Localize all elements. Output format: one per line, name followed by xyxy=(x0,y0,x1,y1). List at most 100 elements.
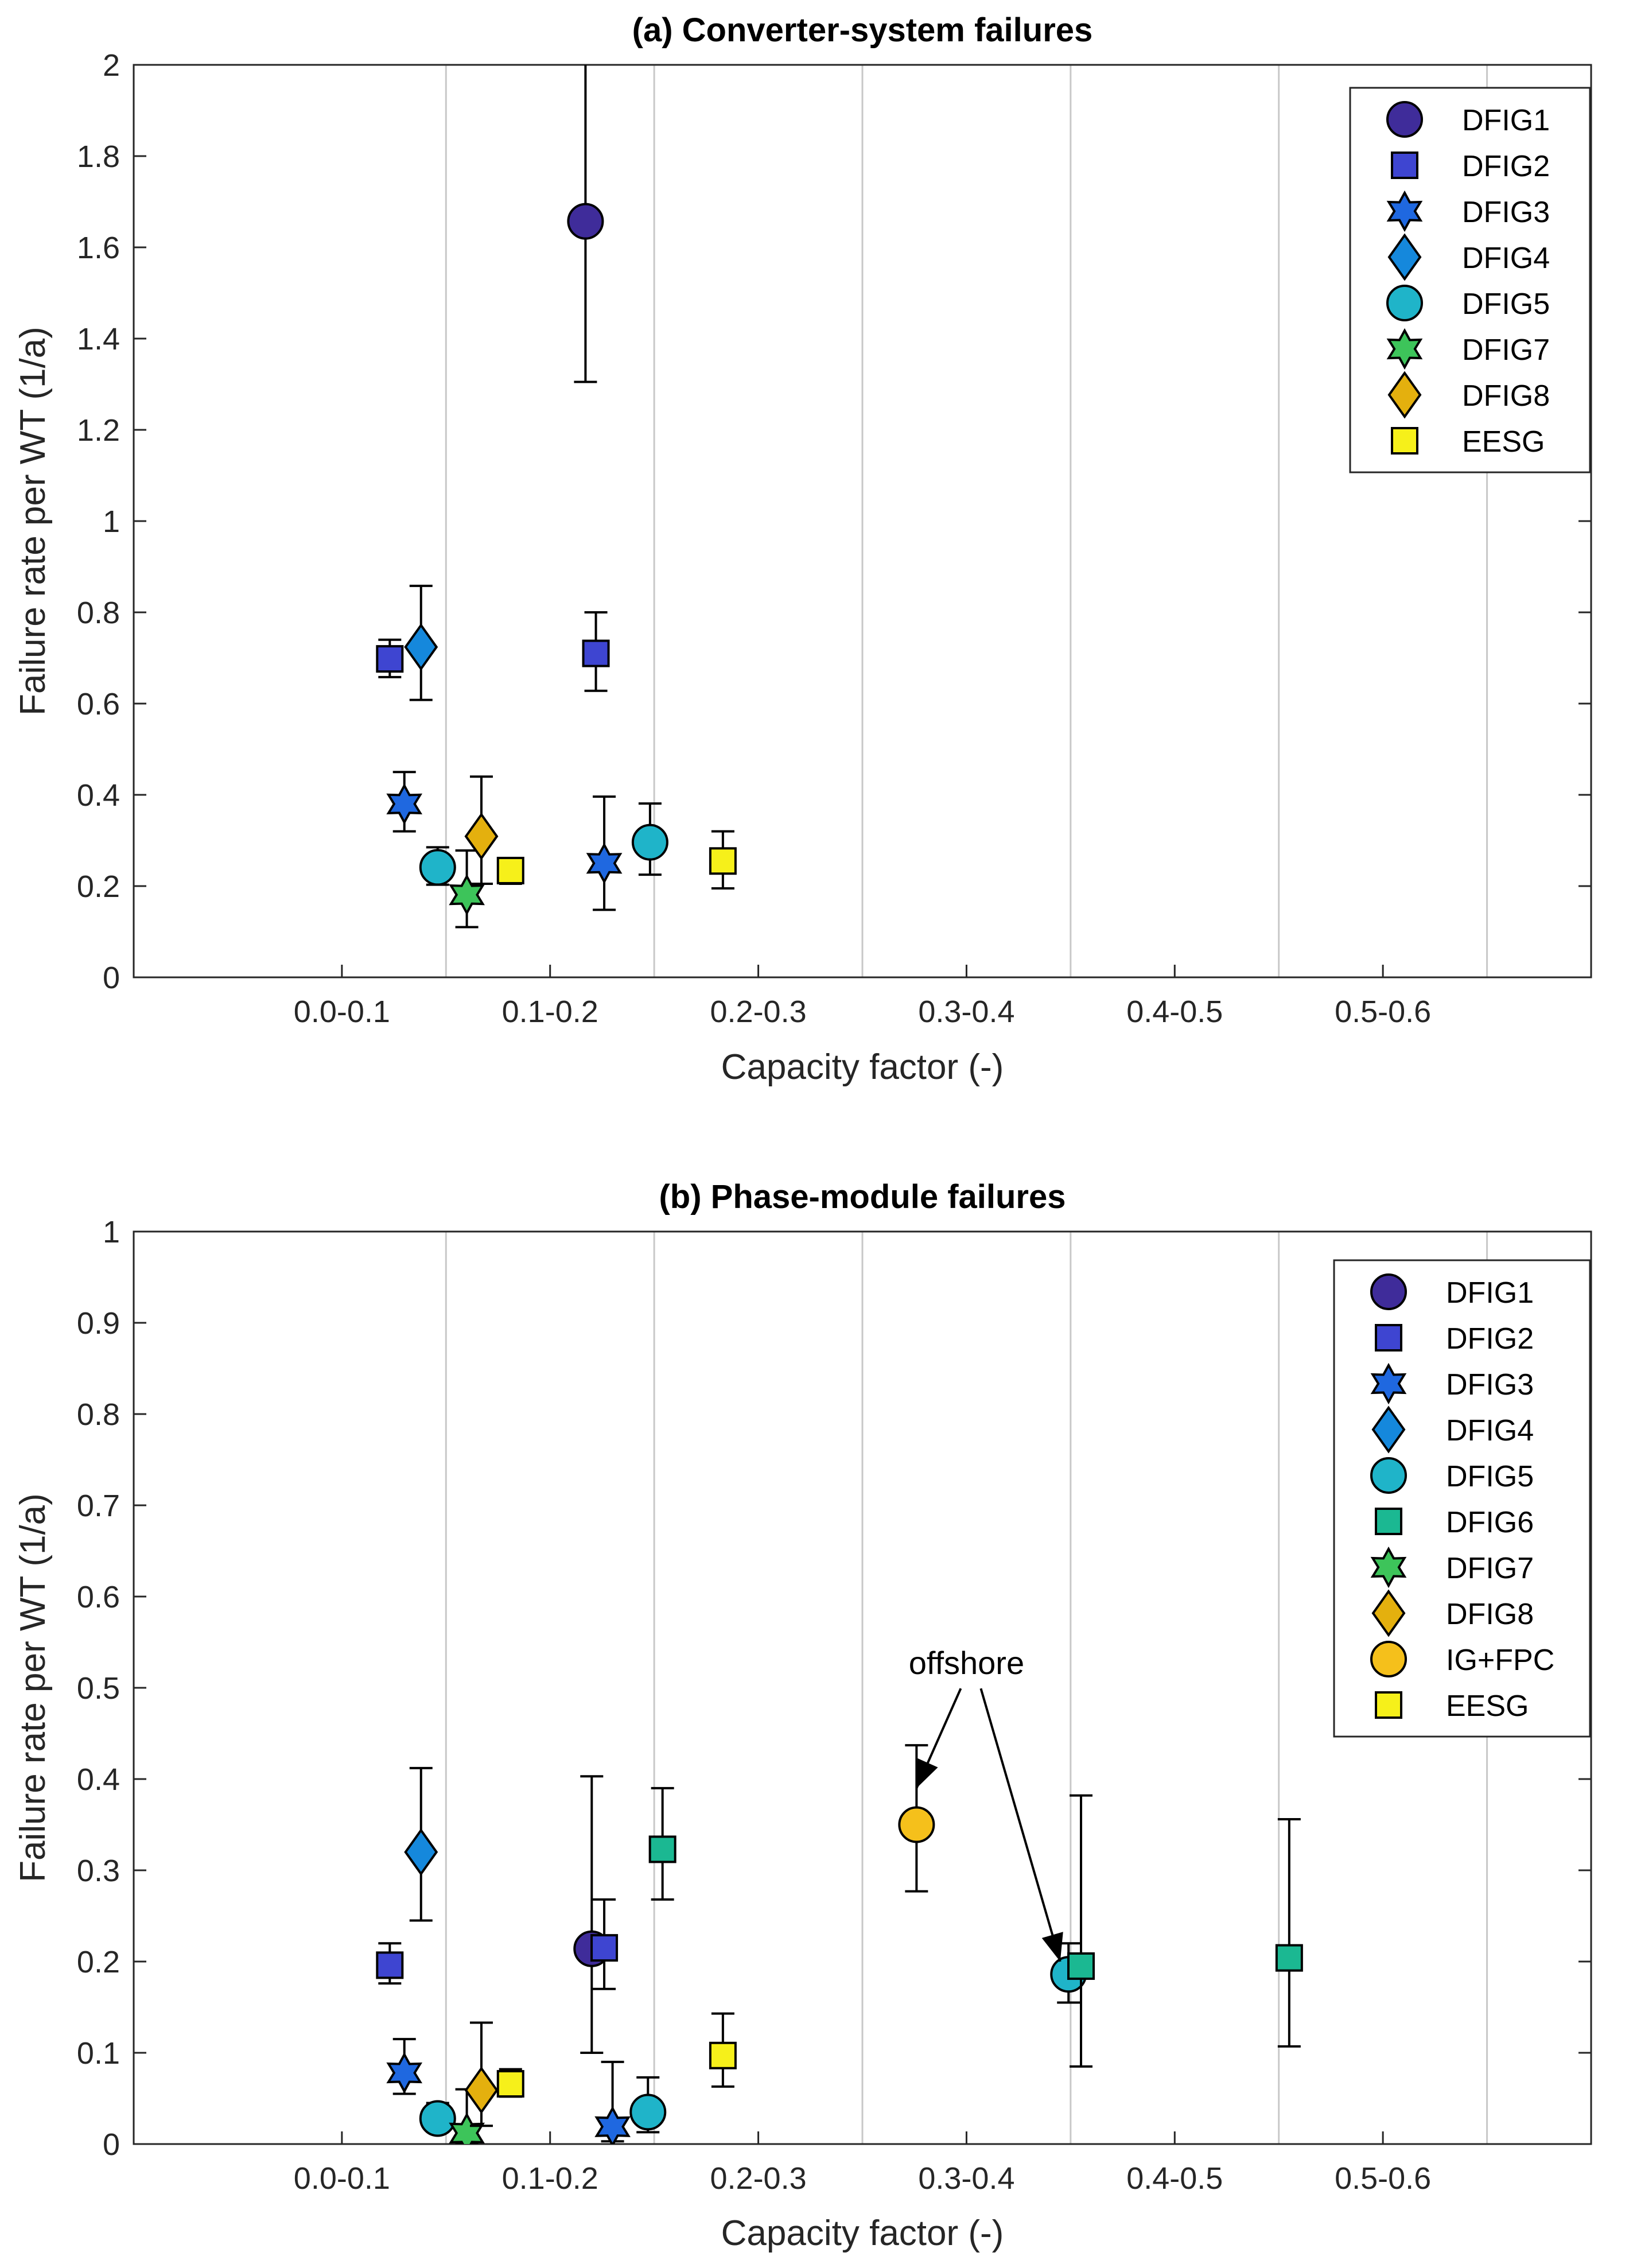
legend-entry-eesg: EESG xyxy=(1391,425,1545,459)
legend-entry-dfig2: DFIG2 xyxy=(1375,1322,1534,1356)
annotation-offshore: offshore xyxy=(909,1645,1063,1962)
legend-label: EESG xyxy=(1462,425,1545,459)
point-dfig3 xyxy=(386,2038,423,2095)
legend-marker-dfig4 xyxy=(1387,233,1422,281)
legend-marker-dfig7 xyxy=(1386,328,1423,370)
point-dfig2 xyxy=(376,1942,404,1985)
chart-title-b: (b) Phase-module failures xyxy=(659,1178,1066,1215)
legend-label: DFIG8 xyxy=(1462,379,1550,413)
marker-eesg xyxy=(709,847,737,875)
marker-eesg xyxy=(496,2070,524,2098)
point-dfig5 xyxy=(629,2076,667,2134)
x-tick-label: 0.3-0.4 xyxy=(918,2161,1014,2196)
legend-label: DFIG8 xyxy=(1446,1598,1534,1631)
legend-label: DFIG4 xyxy=(1462,242,1550,275)
x-tick-label: 0.0-0.1 xyxy=(294,995,390,1029)
point-dfig2 xyxy=(376,638,404,678)
y-tick-label: 0.3 xyxy=(77,1854,120,1888)
annotation-arrowhead xyxy=(916,1758,938,1788)
marker-dfig3 xyxy=(386,2052,423,2094)
y-tick-label: 0.1 xyxy=(77,2036,120,2071)
x-tick-label: 0.1-0.2 xyxy=(502,2161,598,2196)
y-tick-label: 1.8 xyxy=(77,139,120,174)
point-dfig5 xyxy=(419,2100,456,2137)
legend-marker-dfig6 xyxy=(1375,1508,1402,1535)
marker-dfig5 xyxy=(419,849,456,886)
marker-ig-fpc xyxy=(898,1806,935,1843)
point-dfig4 xyxy=(404,584,438,701)
y-tick-label: 0 xyxy=(103,2127,120,2162)
point-eesg xyxy=(496,2068,524,2098)
legend-marker-dfig5 xyxy=(1386,285,1423,321)
point-dfig1 xyxy=(567,65,604,383)
point-dfig2 xyxy=(590,1898,619,1990)
chart-title-a: (a) Converter-system failures xyxy=(632,11,1093,49)
y-tick-label: 0.2 xyxy=(77,1945,120,1979)
legend-entry-dfig3: DFIG3 xyxy=(1386,190,1550,232)
y-tick-label: 0.5 xyxy=(77,1671,120,1706)
marker-dfig7 xyxy=(449,873,485,916)
y-tick-label: 0.4 xyxy=(77,1762,120,1797)
legend-entry-dfig1: DFIG1 xyxy=(1386,101,1550,138)
point-eesg xyxy=(709,830,737,890)
marker-dfig3 xyxy=(594,2106,631,2144)
marker-dfig2 xyxy=(376,1951,404,1979)
legend-entry-dfig6: DFIG6 xyxy=(1375,1506,1534,1539)
legend-marker-dfig5 xyxy=(1370,1457,1407,1494)
legend-marker-dfig7 xyxy=(1370,1546,1407,1589)
legend-entry-ig-fpc: IG+FPC xyxy=(1370,1641,1554,1677)
legend-marker-dfig3 xyxy=(1386,190,1423,232)
legend-marker-dfig1 xyxy=(1370,1273,1407,1310)
y-axis-label-b: Failure rate per WT (1/a) xyxy=(13,1493,53,1882)
x-tick-label: 0.1-0.2 xyxy=(502,995,598,1029)
y-tick-label: 0.6 xyxy=(77,1580,120,1614)
legend-box xyxy=(1349,87,1591,473)
marker-dfig2 xyxy=(590,1934,619,1962)
data-marks-a xyxy=(376,65,737,929)
point-dfig8 xyxy=(464,775,499,886)
annotation-arrowhead xyxy=(1041,1932,1063,1962)
legend-entry-dfig4: DFIG4 xyxy=(1371,1405,1534,1454)
legend-entry-dfig7: DFIG7 xyxy=(1370,1546,1534,1589)
data-marks-b xyxy=(376,1744,1303,2144)
legend-a: DFIG1 DFIG2 DFIG3 DFIG4 DFIG5 DFIG7 DFIG8 EESG xyxy=(1349,87,1591,473)
legend-label: DFIG7 xyxy=(1462,333,1550,367)
point-dfig4 xyxy=(404,1766,438,1922)
legend-marker-eesg xyxy=(1375,1691,1402,1719)
point-dfig6 xyxy=(1275,1817,1303,2048)
legend-label: DFIG7 xyxy=(1446,1552,1534,1585)
x-tick-label: 0.2-0.3 xyxy=(710,995,807,1029)
y-tick-label: 0.8 xyxy=(77,596,120,630)
legend-marker-ig-fpc xyxy=(1370,1641,1407,1677)
point-dfig3 xyxy=(586,795,623,911)
point-eesg xyxy=(496,856,524,886)
point-dfig5 xyxy=(631,802,668,876)
gridlines-b xyxy=(445,1232,1488,2144)
legend-entry-dfig4: DFIG4 xyxy=(1387,233,1550,281)
point-dfig2 xyxy=(582,611,610,692)
legend-marker-dfig3 xyxy=(1370,1362,1407,1405)
marker-dfig7 xyxy=(449,2112,485,2144)
marker-dfig3 xyxy=(386,783,423,825)
legend-entry-eesg: EESG xyxy=(1375,1690,1529,1723)
point-dfig3 xyxy=(386,771,423,833)
marker-dfig2 xyxy=(582,639,610,667)
x-tick-label: 0.2-0.3 xyxy=(710,2161,807,2196)
y-tick-label: 1 xyxy=(103,1215,120,1249)
marker-dfig4 xyxy=(404,623,438,671)
marker-dfig8 xyxy=(464,2066,499,2114)
y-tick-label: 1 xyxy=(103,504,120,539)
legend-label: DFIG6 xyxy=(1446,1506,1534,1539)
legend-marker-dfig8 xyxy=(1387,371,1422,419)
marker-dfig1 xyxy=(567,203,604,240)
x-tick-label: 0.0-0.1 xyxy=(294,2161,390,2196)
marker-dfig6 xyxy=(1275,1944,1303,1972)
legend-label: EESG xyxy=(1446,1690,1529,1723)
legend-entry-dfig3: DFIG3 xyxy=(1370,1362,1534,1405)
legend-label: DFIG4 xyxy=(1446,1414,1534,1447)
annotation-arrow xyxy=(979,1688,1062,1962)
x-tick-label: 0.4-0.5 xyxy=(1126,2161,1223,2196)
y-tick-label: 2 xyxy=(103,48,120,83)
legend-label: DFIG1 xyxy=(1462,104,1550,137)
